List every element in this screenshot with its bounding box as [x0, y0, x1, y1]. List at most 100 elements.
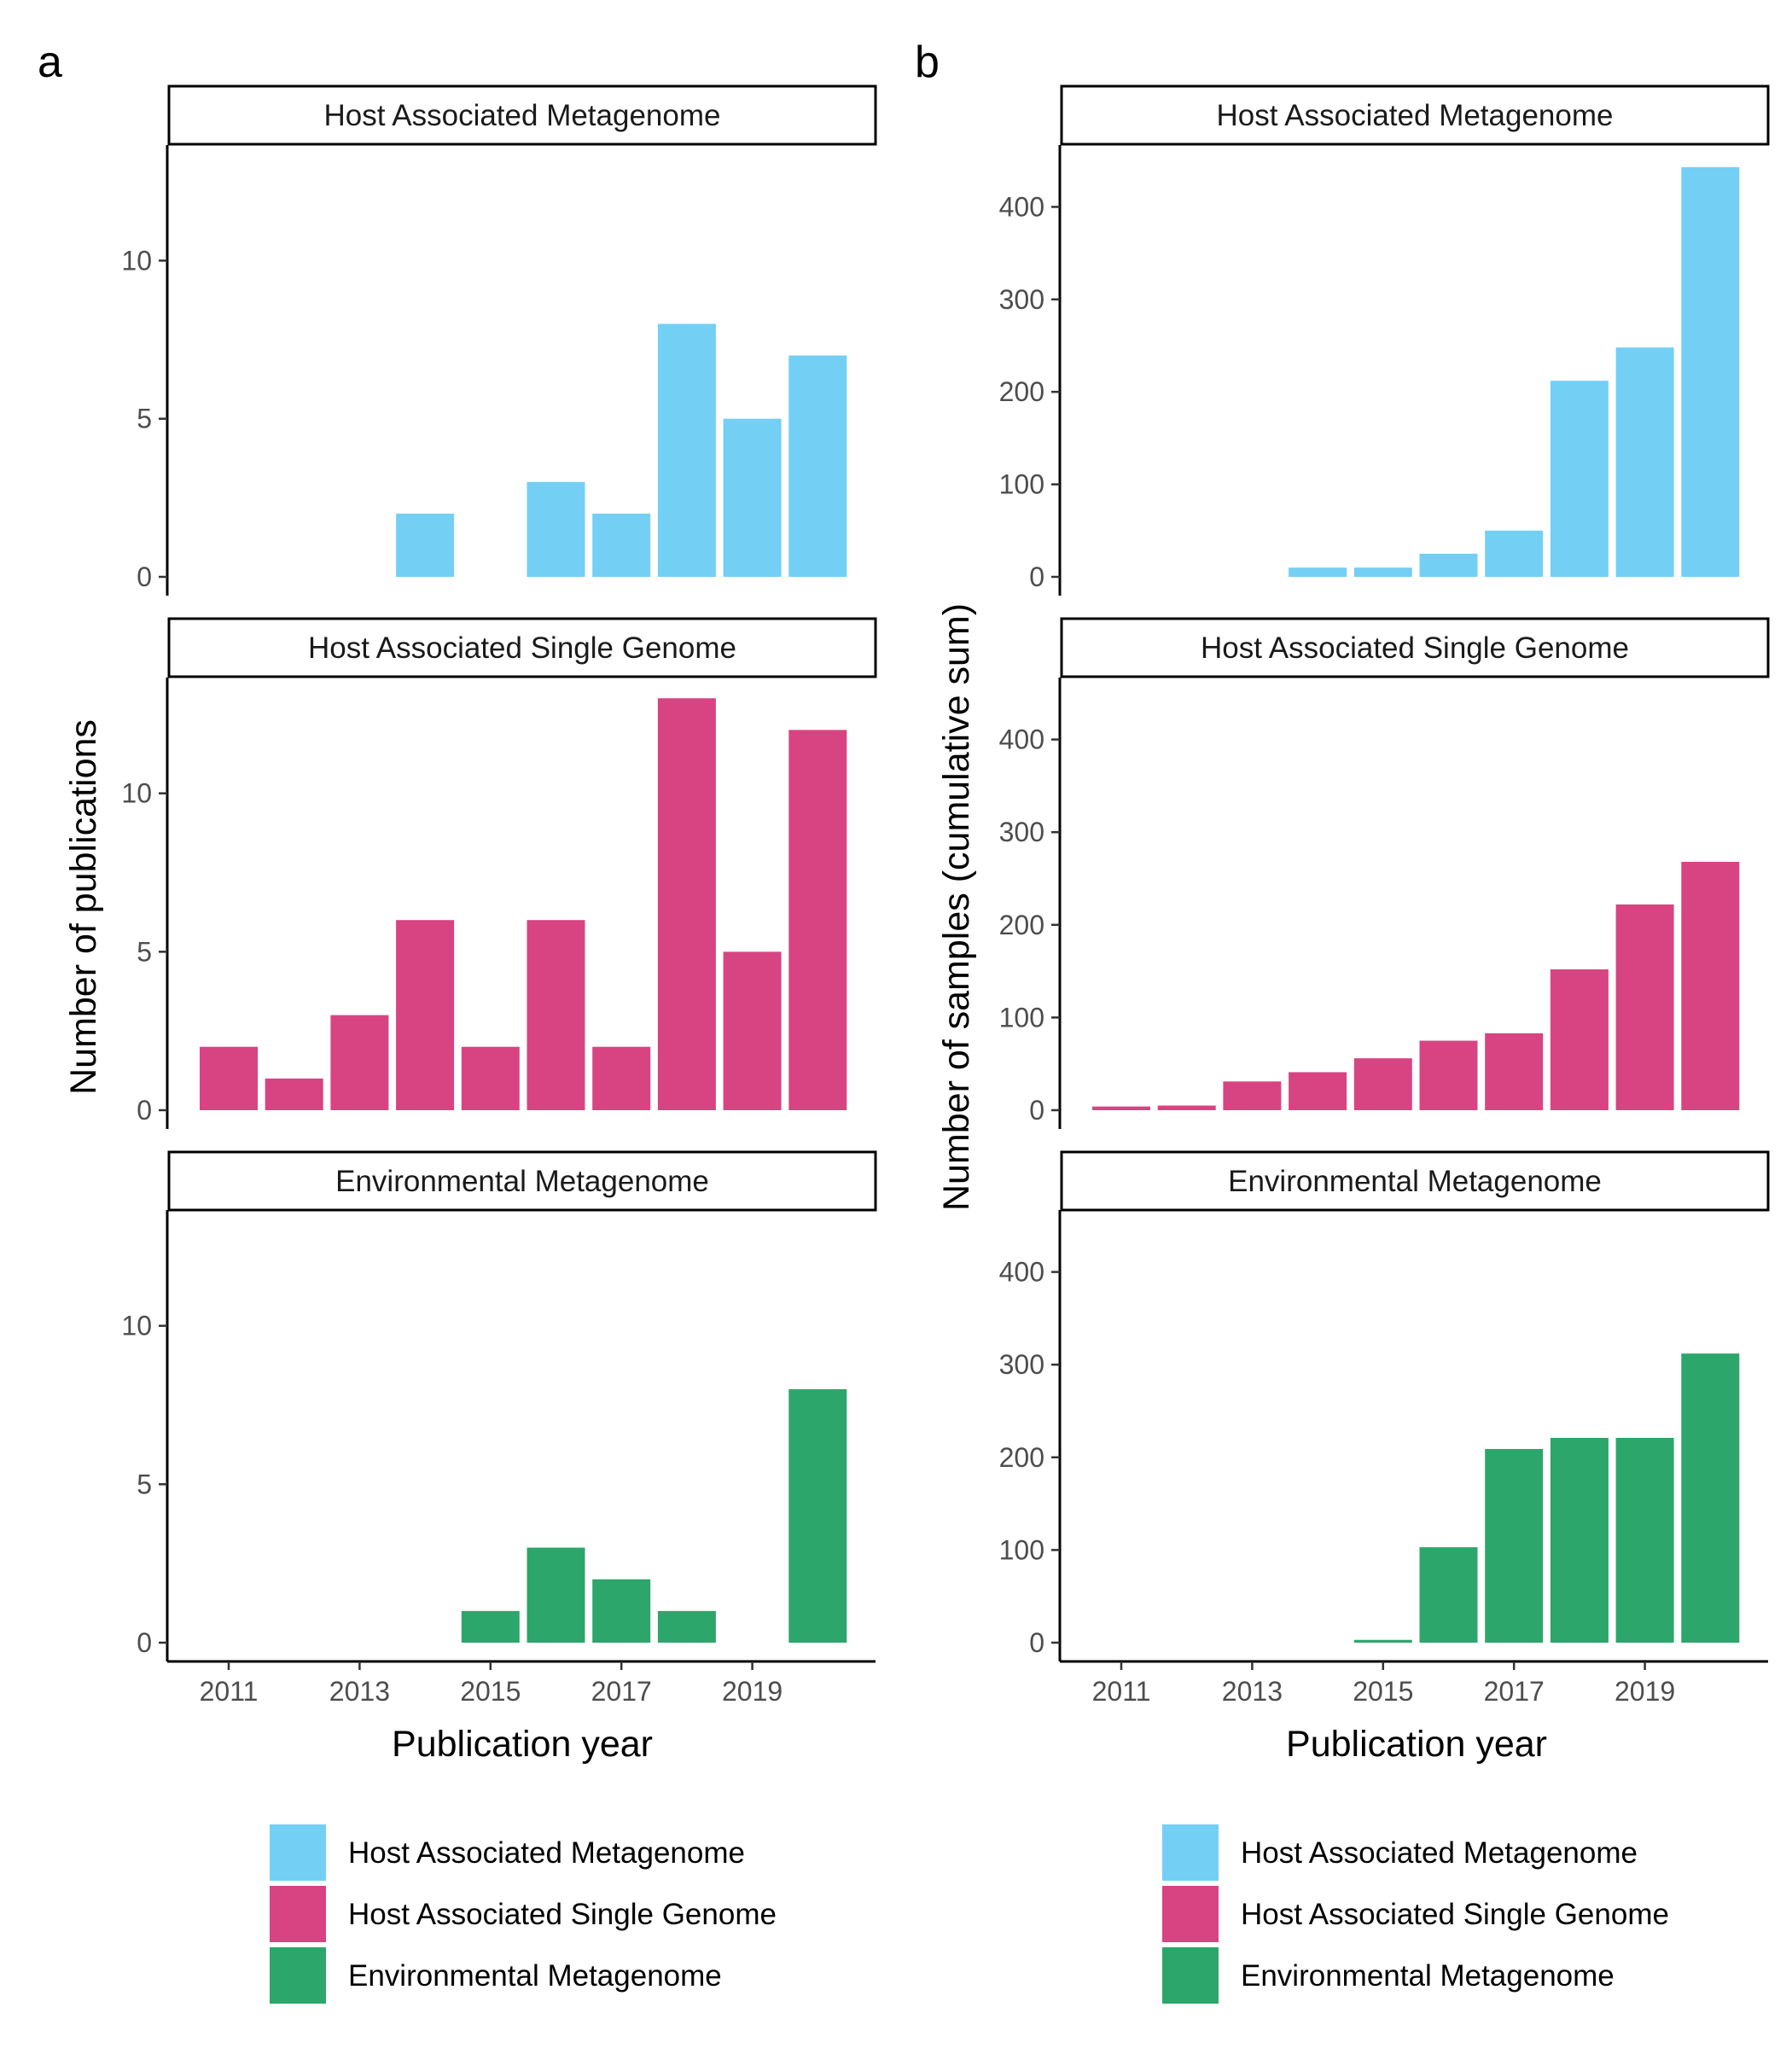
facet-strip-label: Host Associated Metagenome [324, 99, 721, 132]
bar-a-host-associated-metagenome-2017 [592, 513, 651, 577]
facet-a-host-associated-metagenome: Host Associated Metagenome 0 5 10 [121, 84, 877, 596]
y-tick-label: 5 [137, 1469, 152, 1499]
legend-swatch-environmental-metagenome [270, 1947, 326, 2004]
y-tick-label: 200 [999, 910, 1044, 940]
y-tick-label: 100 [999, 1534, 1044, 1565]
y-tick-label: 0 [1029, 1627, 1044, 1658]
bar-b-host-associated-metagenome-2019 [1615, 347, 1674, 577]
bar-b-host-associated-single-genome-2011 [1092, 1106, 1150, 1110]
facet-strip [1060, 617, 1770, 678]
y-axis-title-b: Number of samples (cumulative sum) [936, 603, 977, 1211]
facet-b-host-associated-single-genome: Host Associated Single Genome 0 100 200 300 4… [999, 617, 1770, 1129]
facet-strip-label: Host Associated Single Genome [308, 631, 736, 665]
y-tick-label: 5 [137, 404, 152, 434]
bar-b-host-associated-single-genome-2016 [1419, 1040, 1478, 1110]
bar-a-environmental-metagenome-2017 [592, 1579, 651, 1643]
facet-b-environmental-metagenome: Environmental Metagenome 0 100 200 300 400 201… [999, 1150, 1770, 1707]
facet-strip [1060, 1150, 1770, 1212]
bar-b-environmental-metagenome-2016 [1419, 1547, 1478, 1643]
y-tick-label: 5 [137, 936, 152, 967]
bar-b-host-associated-single-genome-2018 [1550, 969, 1609, 1110]
bar-b-environmental-metagenome-2020 [1681, 1353, 1740, 1643]
bar-b-host-associated-single-genome-2017 [1485, 1033, 1544, 1110]
x-tick-label: 2015 [1353, 1676, 1413, 1707]
bar-b-host-associated-metagenome-2014 [1289, 567, 1347, 577]
bar-b-host-associated-single-genome-2015 [1353, 1058, 1412, 1110]
panel-letter-b: b [915, 38, 940, 87]
y-tick-label: 0 [137, 561, 152, 592]
bar-b-host-associated-metagenome-2015 [1353, 567, 1412, 577]
facet-strip [167, 1150, 877, 1212]
legends-layer: Host Associated Metagenome Host Associate… [270, 1824, 1669, 2004]
bar-a-host-associated-metagenome-2016 [527, 481, 585, 577]
y-tick-label: 0 [137, 1627, 152, 1658]
legend-label-host-associated-metagenome: Host Associated Metagenome [348, 1836, 745, 1870]
bar-b-host-associated-single-genome-2012 [1157, 1105, 1216, 1110]
y-tick-label: 200 [999, 1442, 1044, 1473]
bar-a-host-associated-single-genome-2011 [200, 1046, 258, 1110]
bar-a-host-associated-single-genome-2015 [461, 1046, 520, 1110]
facet-a-host-associated-single-genome: Host Associated Single Genome 0 5 10 [121, 617, 877, 1129]
legend-label-host-associated-single-genome: Host Associated Single Genome [348, 1898, 777, 1931]
bar-a-environmental-metagenome-2016 [527, 1547, 585, 1643]
y-tick-label: 400 [999, 1257, 1044, 1288]
bar-a-host-associated-single-genome-2014 [396, 920, 455, 1110]
bar-b-host-associated-single-genome-2019 [1615, 904, 1674, 1110]
bar-b-host-associated-single-genome-2020 [1681, 861, 1740, 1110]
bar-b-environmental-metagenome-2018 [1550, 1437, 1609, 1643]
y-tick-label: 10 [121, 1311, 152, 1341]
bar-a-host-associated-metagenome-2019 [723, 418, 782, 577]
y-tick-label: 400 [999, 191, 1044, 222]
facet-strip-label: Host Associated Metagenome [1217, 99, 1614, 132]
y-tick-label: 0 [1029, 1095, 1044, 1126]
y-tick-label: 10 [121, 245, 152, 276]
legend-label-environmental-metagenome: Environmental Metagenome [1241, 1959, 1615, 1993]
bar-a-host-associated-metagenome-2014 [396, 513, 455, 577]
bar-a-host-associated-single-genome-2018 [657, 698, 716, 1110]
bar-a-host-associated-single-genome-2012 [265, 1078, 323, 1110]
bar-a-environmental-metagenome-2020 [788, 1388, 847, 1643]
x-tick-label: 2017 [591, 1676, 652, 1707]
legend-swatch-host-associated-metagenome [270, 1824, 326, 1881]
bar-b-environmental-metagenome-2017 [1485, 1449, 1544, 1643]
panel-letter-a: a [38, 38, 62, 87]
facet-b-host-associated-metagenome: Host Associated Metagenome 0 100 200 300 400 [999, 84, 1770, 596]
x-axis-title-b: Publication year [1286, 1724, 1547, 1765]
facet-strip [167, 617, 877, 678]
bar-a-host-associated-single-genome-2016 [527, 920, 585, 1110]
y-tick-label: 300 [999, 1349, 1044, 1380]
y-tick-label: 100 [999, 469, 1044, 500]
x-tick-label: 2011 [1092, 1676, 1151, 1707]
bar-b-host-associated-metagenome-2018 [1550, 381, 1609, 577]
bar-b-host-associated-metagenome-2020 [1681, 166, 1740, 577]
y-tick-label: 100 [999, 1002, 1044, 1033]
bar-b-host-associated-metagenome-2016 [1419, 553, 1478, 577]
y-tick-label: 300 [999, 817, 1044, 847]
bar-b-host-associated-single-genome-2013 [1223, 1081, 1282, 1110]
legend-b: Host Associated Metagenome Host Associate… [1162, 1824, 1669, 2004]
x-tick-label: 2013 [329, 1676, 390, 1707]
legend-label-environmental-metagenome: Environmental Metagenome [348, 1959, 722, 1993]
y-tick-label: 0 [1029, 561, 1044, 592]
y-tick-label: 200 [999, 376, 1044, 407]
y-axis-title-a: Number of publications [63, 719, 104, 1095]
bar-a-host-associated-single-genome-2017 [592, 1046, 651, 1110]
y-tick-label: 300 [999, 284, 1044, 315]
legend-swatch-host-associated-metagenome [1162, 1824, 1219, 1881]
x-tick-label: 2011 [200, 1676, 259, 1707]
bar-a-host-associated-single-genome-2020 [788, 730, 847, 1110]
facet-strip [167, 84, 877, 146]
bar-a-host-associated-single-genome-2019 [723, 951, 782, 1110]
legend-a: Host Associated Metagenome Host Associate… [270, 1824, 777, 2004]
bar-b-environmental-metagenome-2019 [1615, 1437, 1674, 1643]
x-tick-label: 2013 [1222, 1676, 1283, 1707]
bar-a-host-associated-single-genome-2013 [330, 1015, 389, 1110]
bar-b-host-associated-metagenome-2017 [1485, 530, 1544, 577]
y-tick-label: 10 [121, 778, 152, 809]
bar-a-host-associated-metagenome-2020 [788, 355, 847, 577]
bar-a-host-associated-metagenome-2018 [657, 323, 716, 577]
legend-label-host-associated-metagenome: Host Associated Metagenome [1241, 1836, 1638, 1870]
